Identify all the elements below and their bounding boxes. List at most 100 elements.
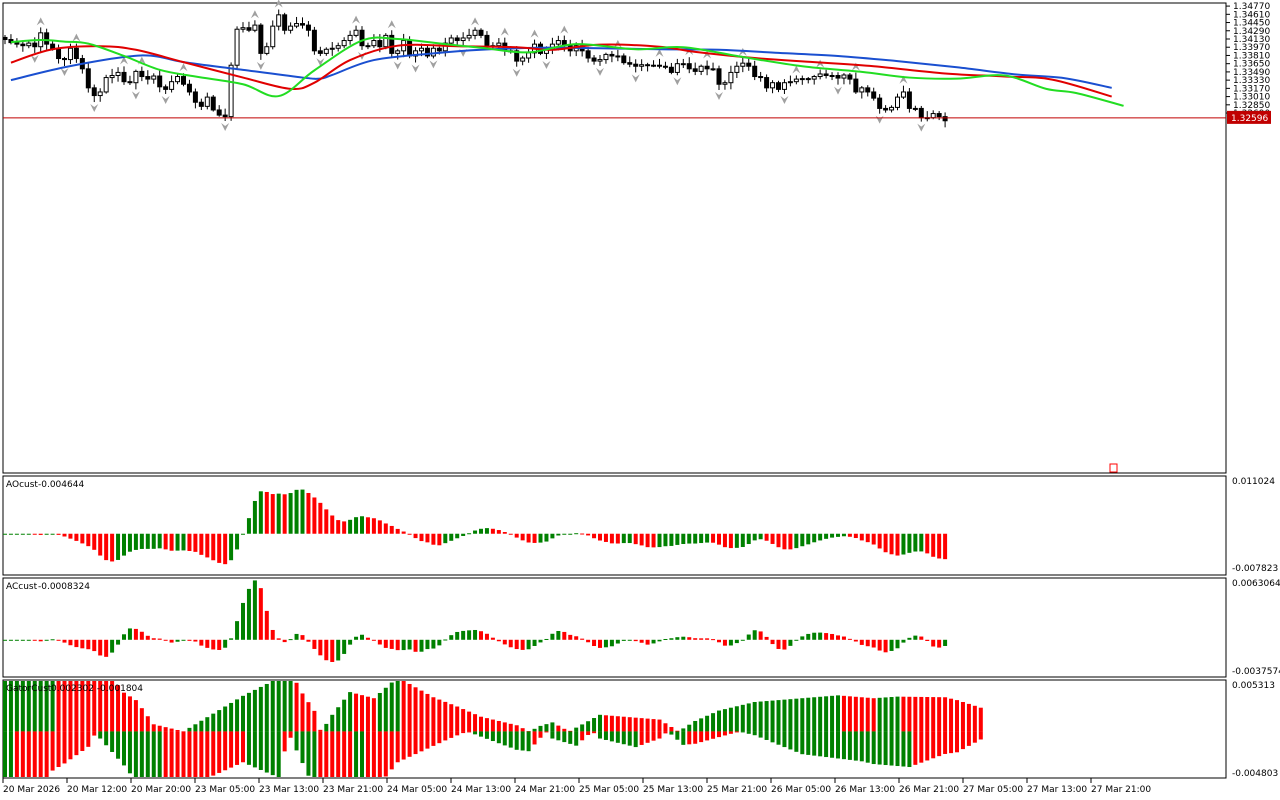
- candle-body: [210, 96, 216, 111]
- ao-bar: [139, 533, 144, 549]
- gator-down-bar: [496, 731, 501, 744]
- ao-bar: [401, 531, 406, 534]
- gator-down-bar: [449, 731, 454, 738]
- gator-down-bar: [50, 731, 55, 771]
- candle-body: [288, 25, 294, 31]
- gator-up-bar: [270, 681, 275, 732]
- ac-bar: [86, 639, 91, 650]
- time-tick-label: 23 Mar 05:00: [195, 785, 255, 795]
- ac-bar: [235, 621, 240, 640]
- ao-bar: [544, 533, 549, 542]
- gator-down-bar: [223, 731, 228, 771]
- fractal-up-marker: [703, 50, 712, 59]
- gator-panel[interactable]: GatorCust 0.002302 -0.001804: [2, 679, 1227, 779]
- ao-bar: [300, 489, 305, 534]
- fractal-up-marker: [792, 65, 801, 74]
- ac-bar: [919, 636, 924, 640]
- ao-bar: [871, 533, 876, 545]
- ac-value: -0.0008324: [38, 582, 90, 592]
- gator-down-bar: [598, 731, 602, 739]
- fractal-up-marker: [274, 0, 283, 8]
- gator-up-bar: [502, 722, 507, 732]
- ao-bar: [740, 533, 745, 548]
- candle-body: [633, 63, 639, 67]
- gator-up-bar: [627, 717, 632, 732]
- ao-bar: [389, 525, 394, 534]
- ao-bar: [110, 533, 115, 562]
- ao-bar: [3, 533, 7, 535]
- candle-body: [734, 65, 740, 73]
- gator-up-bar: [217, 710, 222, 732]
- candle-body: [216, 109, 222, 116]
- gator-down-bar: [151, 731, 156, 777]
- candle-body: [621, 55, 627, 64]
- ac-min-label: -0.0037574: [1232, 667, 1280, 677]
- ac-bar: [496, 639, 501, 642]
- ao-bar: [354, 517, 359, 534]
- gator-up-bar: [401, 681, 406, 732]
- ao-bar: [241, 533, 245, 535]
- candle-body: [407, 40, 413, 57]
- ac-bar: [276, 638, 281, 640]
- fractal-up-marker: [250, 10, 259, 19]
- gator-up-bar: [907, 696, 912, 732]
- gator-down-bar: [740, 731, 745, 733]
- gator-down-bar: [104, 731, 109, 746]
- gator-up-bar: [889, 697, 894, 732]
- ac-bar: [937, 639, 942, 648]
- gator-up-bar: [443, 701, 448, 732]
- fractal-up-marker: [899, 75, 908, 84]
- candle-body: [436, 47, 442, 52]
- gator-down-bar: [764, 731, 769, 740]
- gator-up-bar: [496, 720, 501, 732]
- gator-up-bar: [955, 700, 959, 732]
- ao-bar: [80, 533, 85, 544]
- gator-up-bar: [728, 707, 733, 732]
- gator-up-bar: [187, 727, 192, 732]
- gator-down-bar: [586, 731, 591, 735]
- gator-up-bar: [532, 728, 537, 732]
- gator-down-bar: [133, 731, 138, 777]
- ac-bar: [592, 639, 597, 647]
- gator-down-bar: [919, 731, 924, 763]
- price-panel[interactable]: [2, 0, 1227, 474]
- ao-bar: [532, 533, 537, 543]
- candle-body: [329, 47, 335, 50]
- gator-down-bar: [532, 731, 537, 745]
- gator-up-bar: [722, 709, 727, 732]
- ac-bar: [836, 635, 840, 640]
- ao-bar: [479, 528, 483, 534]
- ao-bar: [847, 533, 852, 537]
- ac-bar: [681, 636, 686, 640]
- candle-body: [871, 91, 877, 99]
- candle-body: [371, 40, 377, 47]
- candle-body: [847, 74, 853, 80]
- gator-up-bar: [520, 728, 525, 732]
- candle-body: [323, 48, 329, 54]
- ao-bar: [348, 519, 353, 534]
- gator-up-bar: [116, 685, 121, 732]
- ao-bar: [717, 533, 721, 545]
- gator-down-bar: [169, 731, 174, 777]
- candle-body: [918, 107, 924, 119]
- candle-body: [204, 96, 210, 107]
- ao-bar: [788, 533, 793, 550]
- time-axis: 20 Mar 2026 20 Mar 12:00 20 Mar 20:00 23 Ma…: [2, 778, 1151, 795]
- gator-up-bar: [490, 719, 495, 732]
- ao-panel[interactable]: AOcust -0.004644: [2, 475, 1227, 576]
- gator-up-bar: [960, 702, 965, 732]
- fractal-down-marker: [512, 68, 521, 77]
- fractal-down-marker: [542, 60, 551, 69]
- ao-bar: [574, 533, 579, 535]
- gator-down-bar: [568, 731, 573, 744]
- gator-down-bar: [116, 731, 121, 759]
- ac-panel[interactable]: ACcust -0.0008324: [2, 577, 1227, 678]
- time-tick-label: 25 Mar 05:00: [579, 785, 639, 795]
- gator-down-bar: [633, 731, 638, 748]
- ao-bar: [229, 533, 234, 561]
- ac-bar: [163, 639, 168, 641]
- gator-up-bar: [318, 729, 323, 732]
- gator-down-bar: [592, 731, 597, 734]
- price-tick-label: 1.34450: [1233, 19, 1270, 29]
